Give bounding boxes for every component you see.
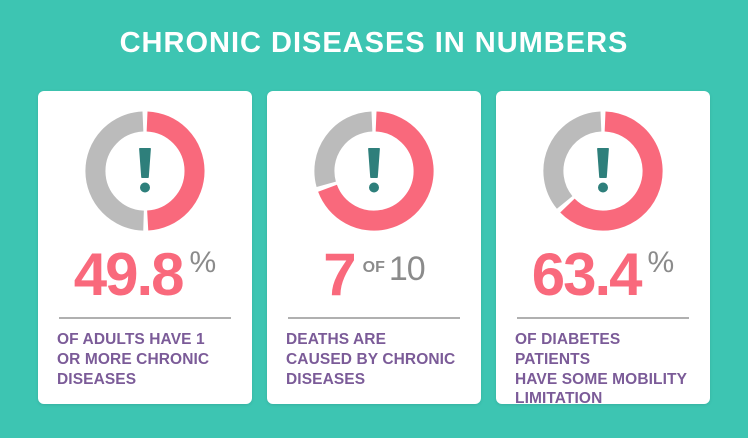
donut-chart-deaths	[312, 109, 436, 233]
stat-figure: 7 OF 10	[286, 240, 462, 308]
exclamation-icon	[312, 109, 436, 233]
stat-percent-sign: %	[189, 245, 217, 279]
divider-line	[59, 316, 231, 319]
donut-chart-adults	[83, 109, 207, 233]
divider-line	[288, 316, 460, 319]
stat-percent-sign: %	[647, 245, 675, 279]
stat-value: 7	[323, 240, 356, 308]
stat-of-label: OF	[362, 258, 385, 276]
stat-cards-row: 49.8 % OF ADULTS HAVE 1 OR MORE CHRONIC …	[38, 90, 710, 407]
stat-figure: 49.8 %	[57, 240, 233, 308]
stat-value: 49.8	[73, 240, 185, 308]
page-title: CHRONIC DISEASES IN NUMBERS	[119, 27, 629, 59]
donut-segment-remainder	[314, 111, 373, 187]
divider-line	[517, 316, 689, 319]
stat-value: 63.4	[531, 240, 643, 308]
donut-segment-remainder	[85, 111, 145, 231]
stat-caption: DEATHS ARE CAUSED BY CHRONIC DISEASES	[286, 330, 456, 388]
stat-caption: OF DIABETES PATIENTS HAVE SOME MOBILITY …	[515, 330, 688, 408]
donut-ring	[85, 111, 205, 231]
donut-segment-value	[146, 111, 205, 231]
stat-total: 10	[388, 249, 426, 288]
donut-segment-remainder	[543, 111, 602, 209]
stat-card-adults-chronic: 49.8 % OF ADULTS HAVE 1 OR MORE CHRONIC …	[38, 90, 252, 404]
exclamation-icon	[83, 109, 207, 233]
donut-ring	[314, 111, 434, 231]
donut-segment-value	[560, 111, 663, 231]
donut-ring	[543, 111, 663, 231]
donut-chart-diabetes	[541, 109, 665, 233]
donut-segment-value	[318, 111, 434, 231]
exclamation-icon	[541, 109, 665, 233]
stat-card-diabetes-mobility: 63.4 % OF DIABETES PATIENTS HAVE SOME MO…	[496, 90, 710, 407]
stat-card-deaths-chronic: 7 OF 10 DEATHS ARE CAUSED BY CHRONIC DIS…	[267, 90, 481, 404]
stat-figure: 63.4 %	[515, 240, 691, 308]
stat-caption: OF ADULTS HAVE 1 OR MORE CHRONIC DISEASE…	[57, 330, 210, 388]
